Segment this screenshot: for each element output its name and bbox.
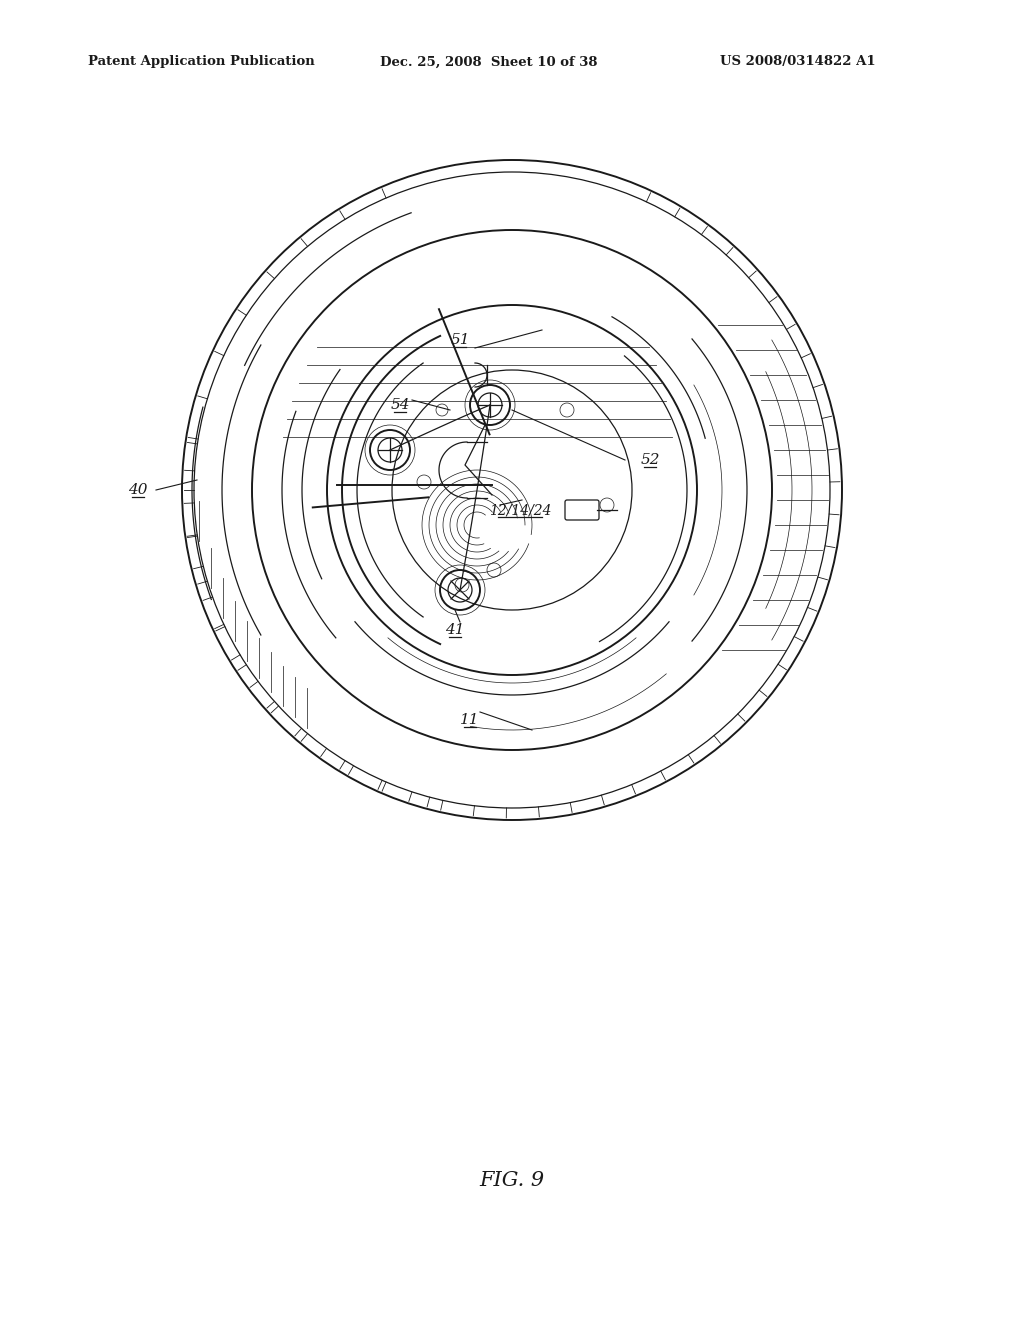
Text: Patent Application Publication: Patent Application Publication — [88, 55, 314, 69]
Text: 12/14/24: 12/14/24 — [488, 503, 551, 517]
Text: 11: 11 — [460, 713, 480, 727]
Text: 40: 40 — [128, 483, 147, 498]
Text: US 2008/0314822 A1: US 2008/0314822 A1 — [720, 55, 876, 69]
Text: 41: 41 — [445, 623, 465, 638]
Text: 52: 52 — [640, 453, 659, 467]
Text: 51: 51 — [451, 333, 470, 347]
Text: Dec. 25, 2008  Sheet 10 of 38: Dec. 25, 2008 Sheet 10 of 38 — [380, 55, 597, 69]
Text: FIG. 9: FIG. 9 — [479, 1171, 545, 1189]
Text: 54: 54 — [390, 399, 410, 412]
